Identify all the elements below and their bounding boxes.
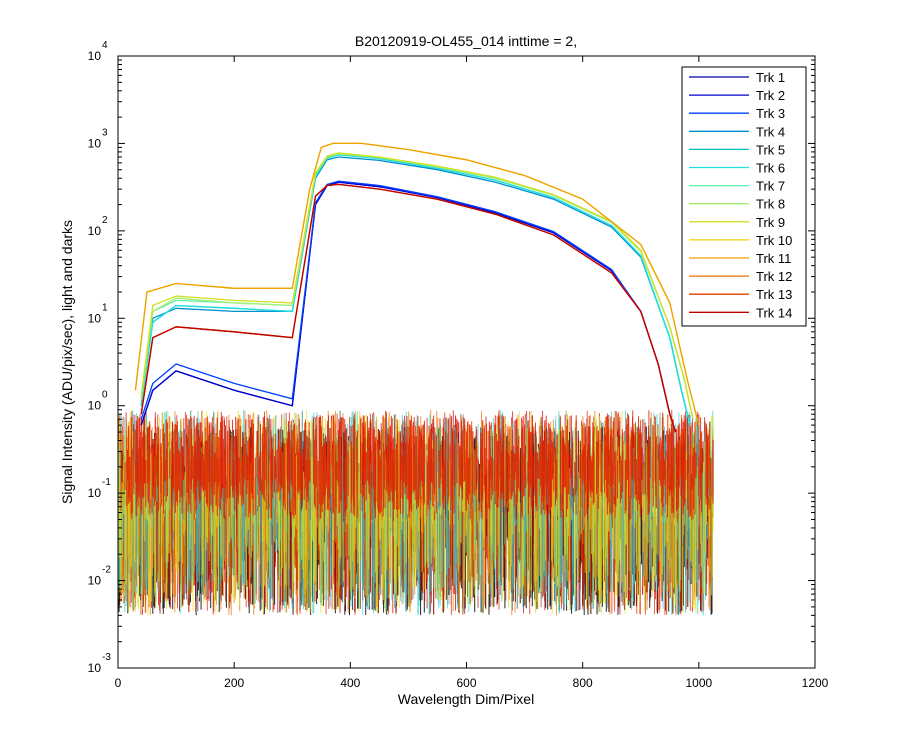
legend: Trk 1 Trk 2 Trk 3 Trk 4 Trk 5 Trk 6 Trk 7 Trk 8… [681,66,807,327]
series-line [134,142,700,426]
y-tick-label-exponent: 3 [102,127,108,138]
legend-label: Trk 10 [756,233,792,248]
y-axis-label: Signal Intensity (ADU/pix/sec), light an… [59,220,75,504]
dark-noise-layer [117,409,714,616]
legend-label: Trk 5 [756,142,785,157]
x-tick-label: 600 [456,676,476,690]
legend-label: Trk 2 [756,88,785,103]
legend-label: Trk 7 [756,179,785,194]
y-tick-label-base: 10 [88,486,102,500]
y-tick-label-exponent: -1 [102,477,111,488]
x-tick-label: 800 [573,676,593,690]
y-tick-label-exponent: -3 [102,652,111,663]
legend-label: Trk 6 [756,161,785,176]
x-axis: 0 200 400 600 800 1000 1200 [115,56,829,690]
legend-label: Trk 4 [756,124,785,139]
y-tick-label-base: 10 [88,224,102,238]
dark-noise-top-band [120,414,714,520]
legend-label: Trk 11 [756,251,791,266]
series-line [140,152,694,420]
y-tick-label-exponent: 1 [102,302,108,313]
y-tick-label-base: 10 [88,136,102,150]
y-tick-label-exponent: 0 [102,390,108,401]
x-tick-label: 200 [224,676,244,690]
series-layer [134,142,700,433]
x-tick-label: 0 [115,676,122,690]
y-tick-label-base: 10 [88,311,102,325]
legend-label: Trk 9 [756,215,785,230]
series-line [140,154,691,426]
legend-label: Trk 12 [756,269,792,284]
x-axis-label: Wavelength Dim/Pixel [398,691,534,707]
x-tick-label: 400 [340,676,360,690]
y-tick-label-base: 10 [88,399,102,413]
y-tick-label-base: 10 [88,661,102,675]
legend-label: Trk 8 [756,197,785,212]
series-line [140,183,677,433]
legend-label: Trk 14 [756,305,792,320]
legend-label: Trk 1 [756,70,785,85]
x-tick-label: 1000 [685,676,712,690]
chart-title: B20120919-OL455_014 inttime = 2, [355,33,577,49]
y-tick-label-base: 10 [88,574,102,588]
y-tick-label-exponent: 4 [102,40,108,51]
legend-label: Trk 3 [756,106,785,121]
x-tick-label: 1200 [802,676,829,690]
y-tick-label-exponent: 2 [102,215,108,226]
y-tick-label-exponent: -2 [102,565,111,576]
legend-box [681,66,807,327]
legend-label: Trk 13 [756,287,792,302]
y-tick-label-base: 10 [88,49,102,63]
